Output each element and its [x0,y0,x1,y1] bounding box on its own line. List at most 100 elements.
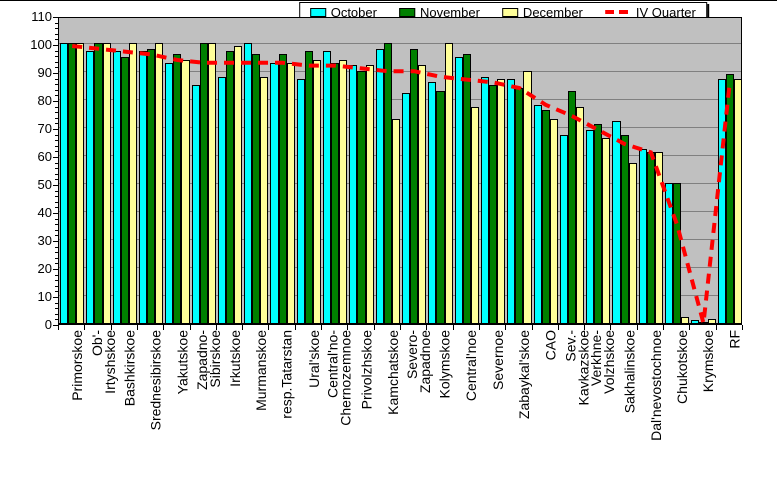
plot-area: % [58,17,742,325]
chart-top-border [0,0,777,1]
x-axis-tick [242,325,243,330]
gridline [59,211,741,212]
x-axis-tick [584,325,585,330]
gridline [59,267,741,268]
y-axis-tick [55,252,58,253]
bar-november-Zapadno-Sibirskoe [199,43,208,323]
y-axis-tick-label: 60 [37,149,52,164]
bar-november-CAO [541,110,550,323]
y-axis-tick [55,168,58,169]
bar-december-Murmanskoe [260,77,269,323]
bar-october-Central'noe [454,57,463,323]
y-axis-tick [55,151,58,152]
iv-quarter-dash-icon [604,10,631,14]
y-axis-tick [55,235,58,236]
x-axis-tick [426,325,427,330]
bar-december-RF [733,79,742,323]
x-axis-label-text: Central'no- Chernozemnoe [325,330,355,426]
y-axis-tick [53,157,58,158]
y-axis-tick-label: 10 [37,289,52,304]
x-axis-label-text: Ob'- Irtyshskoe [88,330,118,394]
x-axis-tick [716,325,717,330]
x-axis-tick [505,325,506,330]
bar-december-Sakhalinskoe [628,163,637,323]
bar-december-resp.Tatarstan [286,63,295,323]
y-axis-tick-label: 30 [37,233,52,248]
bar-november-Central'no-Chernozemnoe [331,63,340,323]
x-axis-label-text: Srednesibirskoe [147,330,164,431]
y-axis-tick [55,219,58,220]
x-axis-tick [637,325,638,330]
x-axis-tick [268,325,269,330]
gridline [59,43,741,44]
bar-october-Central'no-Chernozemnoe [323,51,332,323]
x-axis-tick [400,325,401,330]
y-axis-tick [55,123,58,124]
y-axis-tick-label: 0 [44,317,52,332]
bar-december-Krymskoe [707,319,716,323]
bar-october-Srednesibirskoe [138,51,148,323]
y-axis-tick [53,185,58,186]
y-axis-tick [55,163,58,164]
bar-november-Srednesibirskoe [147,49,156,323]
x-axis-tick [84,325,85,330]
y-axis-tick [55,95,58,96]
bar-december-Kamchatskoe [391,119,400,323]
y-axis-tick [55,118,58,119]
y-axis-tick [53,17,58,18]
y-axis-tick [55,112,58,113]
y-axis-tick [55,23,58,24]
y-axis-tick-label: 20 [37,261,52,276]
bar-december-Chukotskoe [681,317,690,323]
y-axis-tick [55,314,58,315]
y-axis-tick [55,263,58,264]
bar-december-Ob'-Irtyshskoe [102,43,111,323]
bar-december-Yakutskoe [181,60,190,323]
bar-november-Severo-Zapadnoe [410,49,419,323]
gridline [59,239,741,240]
october-swatch-icon [309,7,326,17]
y-axis-tick [55,174,58,175]
gridline [59,155,741,156]
y-axis-tick [55,140,58,141]
bar-december-Privolzhskoe [365,65,374,323]
bar-october-Sev.-Kavkazskoe [559,135,568,323]
x-axis-tick [190,325,191,330]
y-axis-tick [55,291,58,292]
bar-december-Bashkirskoe [128,43,137,323]
bar-october-Ob'-Irtyshskoe [86,51,95,323]
x-axis-tick [532,325,533,330]
y-axis-tick [55,67,58,68]
bar-october-Chukotskoe [665,183,674,323]
bar-october-Ural'skoe [296,79,305,323]
y-axis-tick [55,230,58,231]
november-swatch-icon [398,7,415,17]
gridline [59,295,741,296]
bar-december-Severnoe [497,79,506,323]
bar-december-Zapadno-Sibirskoe [207,43,216,323]
legend-item-december: December [501,5,583,20]
x-axis-label-text: Zapadno- Sibirskoe [193,330,223,390]
bar-october-Zabaykal'skoe [507,79,516,323]
legend-label-november: November [419,4,480,20]
y-axis-tick [53,73,58,74]
bar-december-Sev.-Kavkazskoe [576,107,585,323]
bar-october-Verkhne-Volzhskoe [586,130,595,323]
x-axis-label-text: Central'noe [463,330,480,402]
x-axis-label-text: Chukotskoe [673,330,690,404]
x-axis-label-text: Severnoe [489,330,506,390]
x-axis-tick [111,325,112,330]
x-axis-label-text: Zabaykal'skoe [515,330,532,420]
x-axis-label-text: Kolymskoe [436,330,453,399]
y-axis-tick [55,286,58,287]
bar-december-Severo-Zapadnoe [418,65,427,323]
bar-november-Murmanskoe [252,54,261,323]
bar-december-Zabaykal'skoe [523,71,532,323]
bar-october-resp.Tatarstan [270,63,279,323]
bar-october-Yakutskoe [165,63,174,323]
x-axis-tick [374,325,375,330]
x-axis-label-text: Sev.- Kavkazskoe [562,330,591,406]
bar-december-Irkutskoe [234,46,243,323]
y-axis-tick [55,84,58,85]
bar-december-Primorskoe [76,43,85,323]
